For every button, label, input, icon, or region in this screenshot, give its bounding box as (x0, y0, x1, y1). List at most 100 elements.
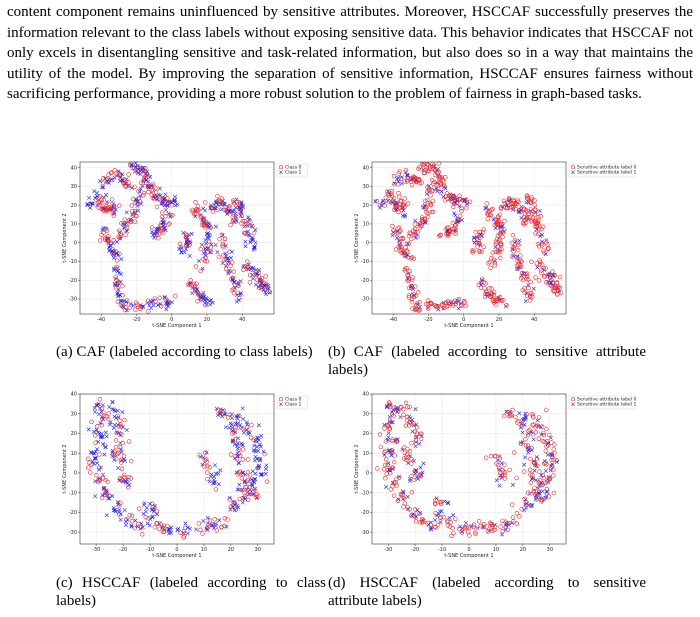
point-series-0 (425, 189, 430, 194)
point-series-0 (519, 506, 524, 512)
point-series-1 (95, 190, 100, 195)
point-series-1 (246, 215, 251, 220)
point-series-1 (210, 522, 215, 527)
point-series-0 (497, 475, 502, 481)
point-series-0 (504, 303, 509, 308)
point-series-0 (234, 456, 240, 462)
point-series-1 (112, 266, 117, 271)
point-series-1 (117, 431, 122, 436)
point-series-1 (98, 406, 103, 411)
point-series-0 (194, 281, 199, 286)
point-series-1 (136, 208, 141, 213)
point-series-0 (532, 198, 537, 203)
point-series-0 (116, 234, 121, 240)
point-series-1 (379, 203, 384, 208)
point-series-0 (412, 226, 418, 232)
point-series-1 (243, 472, 248, 477)
point-series-0 (544, 407, 549, 413)
point-series-1 (259, 472, 264, 477)
point-series-0 (415, 229, 420, 235)
point-series-1 (240, 406, 245, 411)
point-series-0 (430, 198, 436, 204)
point-series-0 (536, 214, 541, 220)
point-series-1 (206, 221, 211, 226)
point-series-0 (409, 461, 414, 466)
point-series-0 (415, 301, 420, 306)
point-series-1 (243, 244, 248, 249)
point-series-1 (396, 497, 401, 502)
point-series-0 (240, 447, 246, 452)
point-series-1 (157, 186, 162, 191)
point-series-1 (124, 428, 129, 433)
point-series-1 (94, 427, 99, 432)
point-series-0 (130, 208, 135, 214)
point-series-1 (161, 220, 166, 225)
point-series-0 (477, 233, 482, 239)
point-series-0 (385, 422, 390, 428)
point-series-0 (233, 424, 238, 430)
point-series-1 (133, 518, 138, 523)
point-series-1 (103, 445, 108, 450)
point-series-0 (489, 286, 494, 291)
point-series-1 (539, 432, 544, 437)
point-series-1 (160, 220, 165, 225)
point-series-1 (112, 458, 117, 463)
point-series-1 (503, 523, 508, 528)
y-tick-label: 0 (74, 240, 77, 246)
point-series-0 (538, 478, 543, 483)
point-series-1 (187, 253, 192, 259)
point-series-0 (390, 438, 395, 444)
point-series-0 (497, 456, 503, 461)
point-series-0 (541, 475, 547, 481)
point-series-1 (120, 298, 125, 303)
point-series-0 (516, 418, 521, 424)
point-series-0 (205, 476, 210, 482)
point-series-1 (104, 513, 109, 518)
point-series-0 (155, 226, 160, 232)
point-series-0 (256, 494, 261, 499)
point-series-0 (227, 269, 232, 274)
point-series-1 (203, 208, 208, 213)
point-series-0 (417, 164, 422, 170)
point-series-0 (532, 202, 538, 208)
point-series-0 (451, 194, 457, 199)
point-series-0 (153, 299, 158, 304)
point-series-1 (150, 233, 155, 238)
point-series-0 (128, 476, 134, 481)
point-series-0 (189, 283, 194, 288)
point-series-0 (396, 209, 401, 215)
point-series-1 (390, 410, 395, 415)
point-series-0 (389, 193, 395, 199)
point-series-1 (238, 279, 243, 284)
point-series-1 (256, 437, 261, 442)
point-series-0 (457, 213, 463, 219)
point-series-1 (504, 409, 509, 414)
point-series-0 (544, 426, 549, 432)
point-series-1 (110, 241, 116, 246)
point-series-0 (246, 491, 251, 497)
point-series-0 (459, 205, 464, 211)
point-series-0 (447, 228, 453, 233)
point-series-1 (403, 213, 408, 218)
point-series-1 (135, 203, 140, 208)
point-series-0 (267, 289, 273, 295)
point-series-1 (257, 442, 262, 447)
tsne-plot-a: -40 -20 0 20 40 -30 -20 -10 0 10 20 30 40 t-SNE Compo… (62, 161, 308, 329)
point-series-1 (254, 444, 259, 449)
point-series-0 (510, 407, 515, 413)
point-series-0 (502, 218, 507, 224)
point-series-1 (500, 532, 505, 537)
point-series-0 (198, 246, 204, 252)
point-series-0 (433, 304, 439, 309)
point-series-0 (236, 447, 242, 452)
point-series-0 (146, 516, 151, 521)
point-series-0 (391, 228, 396, 233)
y-tick-label: 40 (71, 392, 77, 398)
point-series-0 (221, 202, 226, 207)
point-series-0 (385, 423, 391, 428)
point-series-1 (118, 447, 123, 452)
point-series-0 (95, 402, 100, 407)
point-series-1 (251, 478, 256, 483)
point-series-1 (499, 475, 505, 480)
point-series-1 (252, 245, 257, 250)
